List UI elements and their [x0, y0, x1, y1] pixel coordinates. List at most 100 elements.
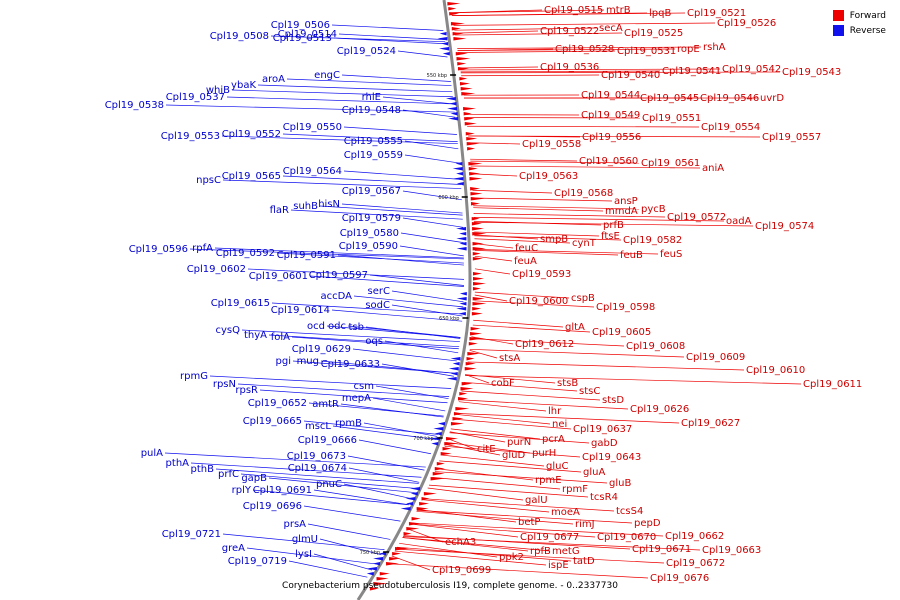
forward-gene-label: Cpl19_0627	[681, 418, 740, 429]
reverse-feature	[456, 297, 467, 301]
forward-gene-label: Cpl19_0522	[540, 26, 599, 37]
forward-gene-label: Cpl19_0549	[581, 110, 640, 121]
reverse-gene-label: pulA	[141, 448, 163, 459]
reverse-gene-label: amtR	[312, 399, 339, 410]
forward-feature	[411, 517, 421, 521]
forward-gene-label: smpB	[540, 234, 568, 245]
reverse-leader-line	[282, 133, 458, 143]
reverse-leader-line	[252, 489, 409, 506]
reverse-leader-line	[400, 232, 464, 243]
forward-gene-label: oadA	[726, 216, 752, 227]
reverse-leader-line	[257, 84, 453, 93]
reverse-gene-label: thyA	[244, 330, 267, 341]
scale-ticks: 550 kbp 600 kbp 650 kbp 700 kbp 750 kbp	[360, 73, 469, 556]
reverse-leader-line	[331, 24, 444, 31]
forward-feature	[416, 507, 429, 511]
forward-feature	[406, 527, 420, 531]
forward-gene-label: gluD	[502, 450, 525, 461]
forward-feature	[455, 52, 468, 56]
forward-leader-line	[460, 70, 661, 73]
reverse-feature	[448, 367, 459, 371]
reverse-gene-label: Cpl19_0555	[344, 136, 403, 147]
forward-leader-line	[470, 158, 578, 162]
forward-leader-line	[457, 48, 676, 51]
forward-feature	[468, 342, 478, 346]
reverse-feature	[406, 502, 414, 506]
reverse-gene-label: Cpl19_0559	[344, 150, 403, 161]
forward-gene-label: Cpl19_0671	[632, 544, 691, 555]
reverse-leader-line	[276, 252, 464, 264]
forward-feature	[466, 142, 480, 146]
reverse-leader-line	[320, 360, 455, 374]
forward-leader-line	[403, 535, 631, 550]
forward-feature	[469, 337, 484, 341]
forward-gene-label: ansP	[614, 196, 638, 207]
forward-leader-line	[472, 189, 553, 194]
forward-feature	[453, 412, 463, 416]
forward-gene-label: citE	[477, 444, 496, 455]
forward-gene-label: rpfB	[530, 546, 551, 557]
forward-gene-label: Cpl19_0545	[640, 93, 699, 104]
reverse-leader-line	[268, 477, 415, 493]
forward-leader-line	[463, 381, 578, 392]
reverse-gene-label: csm	[354, 381, 374, 392]
forward-leader-line	[473, 217, 725, 222]
forward-feature	[472, 297, 485, 301]
forward-leader-line	[451, 12, 686, 16]
reverse-feature	[456, 247, 467, 251]
forward-feature	[466, 357, 475, 361]
reverse-gene-label: npsC	[196, 175, 221, 186]
forward-leader-line	[474, 243, 514, 249]
forward-leader-line	[416, 509, 633, 524]
legend-label-forward: Forward	[849, 10, 886, 21]
reverse-leader-line	[402, 190, 462, 201]
forward-leader-line	[474, 300, 595, 308]
forward-leader-line	[422, 498, 615, 512]
forward-gene-label: pycB	[641, 204, 666, 215]
reverse-leader-line	[352, 348, 457, 362]
forward-feature	[432, 472, 445, 476]
forward-feature	[447, 2, 461, 6]
forward-leader-line	[450, 428, 541, 440]
forward-gene-label: gabD	[591, 438, 618, 449]
forward-feature	[379, 572, 390, 576]
reverse-gene-label: pnuC	[316, 479, 342, 490]
forward-gene-label: nei	[552, 419, 567, 430]
forward-gene-label: Cpl19_0543	[782, 67, 841, 78]
reverse-feature	[456, 172, 464, 176]
forward-gene-label: stsD	[602, 395, 624, 406]
forward-feature	[464, 122, 477, 126]
forward-leader-line	[468, 135, 761, 138]
forward-leader-line	[394, 550, 547, 566]
reverse-leader-line	[247, 268, 465, 280]
forward-feature	[472, 227, 485, 231]
forward-feature	[389, 557, 401, 561]
forward-feature	[442, 447, 452, 451]
forward-gene-label: Cpl19_0568	[554, 188, 613, 199]
forward-leader-line	[465, 375, 802, 385]
reverse-leader-line	[358, 439, 432, 455]
reverse-gene-label: Cpl19_0602	[187, 264, 246, 275]
forward-gene-label: Cpl19_0540	[601, 70, 660, 81]
reverse-leader-line	[372, 397, 446, 412]
forward-feature	[472, 247, 486, 251]
reverse-leader-line	[259, 389, 448, 404]
reverse-gene-label: rpsN	[213, 379, 236, 390]
forward-gene-label: tcsR4	[590, 492, 618, 503]
forward-swatch	[832, 10, 844, 21]
forward-leader-line	[474, 250, 619, 256]
reverse-feature	[373, 562, 381, 566]
legend-item-forward: Forward	[832, 8, 886, 23]
reverse-feature	[456, 227, 467, 231]
forward-gene-label: Cpl19_0554	[701, 122, 760, 133]
forward-gene-label: Cpl19_0521	[687, 8, 746, 19]
reverse-feature	[437, 422, 445, 426]
forward-feature	[386, 562, 400, 566]
reverse-gene-label: Cpl19_0506	[271, 20, 330, 31]
forward-gene-label: Cpl19_0600	[509, 296, 568, 307]
forward-gene-label: echA3	[445, 537, 476, 548]
forward-leader-line	[469, 348, 685, 358]
reverse-feature	[456, 307, 467, 311]
forward-gene-label: moeA	[551, 507, 580, 518]
forward-gene-label: rpmE	[535, 475, 562, 486]
